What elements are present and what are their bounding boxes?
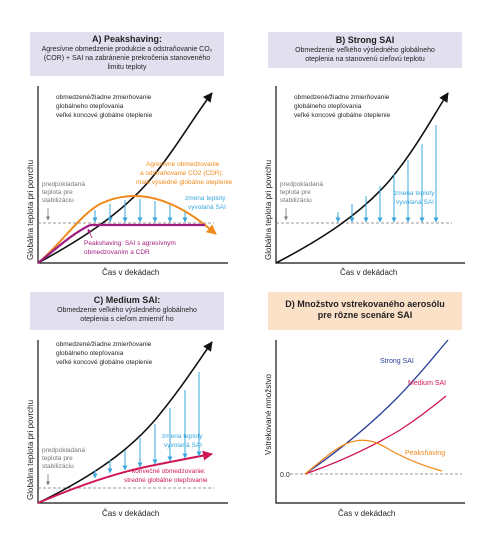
panel-c-blue-label-1: zmena teploty xyxy=(162,433,203,440)
panel-a-black-label-3: veľké koncové globálne oteplenie xyxy=(56,112,153,119)
panel-a-orange-label-3: malé výsledné globálne oteplenie xyxy=(136,179,233,186)
panel-b-chart: Globálna teplota pri povrchu Čas v dekád… xyxy=(264,86,465,277)
panel-b-x-axis-label: Čas v dekádach xyxy=(340,268,397,277)
panel-c-blue-label-2: vyvolaná SAI xyxy=(164,442,202,449)
panel-b-y-axis-label: Globálna teplota pri povrchu xyxy=(264,160,273,260)
panel-b-blue-label-2: vyvolaná SAI xyxy=(396,199,434,206)
panel-a-desc-2: (COR) + SAI na zabránenie prekročenia st… xyxy=(43,55,211,62)
panel-a-header: A) Peakshaving: Agresívne obmedzenie pro… xyxy=(30,32,224,76)
panel-a-magenta-label-1: Peakshaving: SAI s agresívnym xyxy=(84,240,176,247)
panel-c-desc-1: Obmedzenie veľkého výsledného globálneho xyxy=(57,307,197,314)
panel-d-medium-sai-curve xyxy=(304,395,447,475)
panel-a-x-axis-label: Čas v dekádach xyxy=(102,268,159,277)
panel-a-y-axis-label: Globálna teplota pri povrchu xyxy=(26,160,35,260)
panel-b-black-label-2: globálneho otepľovania xyxy=(294,103,362,110)
panel-a-baseline-label-1: predpokladaná xyxy=(42,181,85,188)
panel-a-blue-label-2: vyvolaná SAI xyxy=(188,204,226,211)
panel-a-peakshaving-start xyxy=(37,224,91,264)
panel-c-baseline-label-1: predpokladaná xyxy=(42,447,85,454)
panel-c-title: C) Medium SAI: xyxy=(93,295,161,305)
panel-c-y-axis-label: Globálna teplota pri povrchu xyxy=(26,400,35,500)
panel-d-medium-label: Medium SAI xyxy=(408,380,446,387)
panel-d-peak-label: Peakshaving xyxy=(405,450,445,457)
panel-b-black-label-1: obmedzené/žiadne zmierňovanie xyxy=(294,94,390,101)
panel-b-title: B) Strong SAI xyxy=(335,35,395,45)
panel-a-orange-label-1: Agresívne obmedzovanie xyxy=(146,161,220,168)
panel-c-black-label-1: obmedzené/žiadne zmierňovanie xyxy=(56,341,152,348)
panel-d-zero-label: 0.0 xyxy=(280,472,290,479)
panel-a-chart: Globálna teplota pri povrchu Čas v dekád… xyxy=(26,86,233,277)
panel-a-desc-1: Agresívne obmedzenie produkcie a odstraň… xyxy=(41,46,213,53)
panel-d-header: D) Množstvo vstrekovaného aerosólu pre r… xyxy=(268,292,462,330)
panel-c-no-mitigation-curve xyxy=(37,341,213,504)
panel-a-baseline-label-3: stabilizáciu xyxy=(42,197,74,204)
panel-c-baseline-label-3: stabilizáciu xyxy=(42,463,74,470)
panel-a-orange-label-2: a odstraňovanie CO2 (CDR): xyxy=(140,170,224,177)
panel-c-black-label-3: veľké koncové globálne oteplenie xyxy=(56,359,153,366)
panel-a-no-mitigation-curve xyxy=(37,92,213,264)
panel-a-magenta-pointer xyxy=(87,228,93,239)
panel-b-blue-label-1: zmena teploty xyxy=(394,190,435,197)
panel-c-black-label-2: globálneho otepľovania xyxy=(56,350,124,357)
panel-c-x-axis-label: Čas v dekádach xyxy=(102,509,159,518)
panel-d-axes xyxy=(275,340,465,504)
panel-b-baseline-label-3: stabilizáciu xyxy=(280,197,312,204)
panel-c-crimson-label-1: konvečné obmedzovanie: xyxy=(132,468,206,475)
panel-d-title-1: D) Množstvo vstrekovaného aerosólu xyxy=(285,299,445,309)
panel-b-baseline-label-2: teplota pre xyxy=(280,189,311,196)
panel-d-peakshaving-curve xyxy=(304,439,443,475)
panel-b-baseline-label-1: predpokladaná xyxy=(280,181,323,188)
panel-a-black-label-2: globálneho otepľovania xyxy=(56,103,124,110)
panel-a-black-label-1: obmedzené/žiadne zmierňovanie xyxy=(56,94,152,101)
panel-a-baseline-label-2: teplota pre xyxy=(42,189,73,196)
panel-a-blue-label-1: zmena teploty xyxy=(185,195,226,202)
panel-d-strong-label: Strong SAI xyxy=(380,358,414,365)
panel-b-no-mitigation-curve xyxy=(275,92,449,264)
panel-c-conventional-curve xyxy=(37,450,213,504)
panel-d-chart: Vstrekované množstvo Čas v dekádach 0.0 … xyxy=(264,339,465,518)
panel-a-aggressive-cdr-curve xyxy=(37,194,217,264)
panel-b-black-label-3: veľké koncové globálne oteplenie xyxy=(294,112,391,119)
panel-c-desc-2: oteplenia s cieľom zmierniť ho xyxy=(80,316,174,323)
panel-a-magenta-label-2: obmedzovaním a CDR xyxy=(84,249,150,256)
panel-c-baseline-label-2: teplota pre xyxy=(42,455,73,462)
panel-c-header: C) Medium SAI: Obmedzenie veľkého výsled… xyxy=(30,292,224,330)
panel-d-y-axis-label: Vstrekované množstvo xyxy=(264,374,273,455)
panel-c-crimson-label-2: stredné globálne otepľovanie xyxy=(124,477,208,484)
panel-b-desc-2: oteplenia na stanovenú cieľovú teplotu xyxy=(305,56,425,63)
panel-a-desc-3: limitu teploty xyxy=(107,64,147,71)
panel-d-strong-sai-curve xyxy=(304,339,449,475)
panel-a-title: A) Peakshaving: xyxy=(91,34,163,44)
panel-d-title-2: pre rôzne scenáre SAI xyxy=(317,310,413,320)
panel-c-chart: Globálna teplota pri povrchu Čas v dekád… xyxy=(26,340,228,518)
panel-b-header: B) Strong SAI Obmedzenie veľkého výsledn… xyxy=(268,32,462,68)
panel-d-x-axis-label: Čas v dekádach xyxy=(338,509,395,518)
panel-b-desc-1: Obmedzenie veľkého výsledného globálneho xyxy=(295,47,435,54)
